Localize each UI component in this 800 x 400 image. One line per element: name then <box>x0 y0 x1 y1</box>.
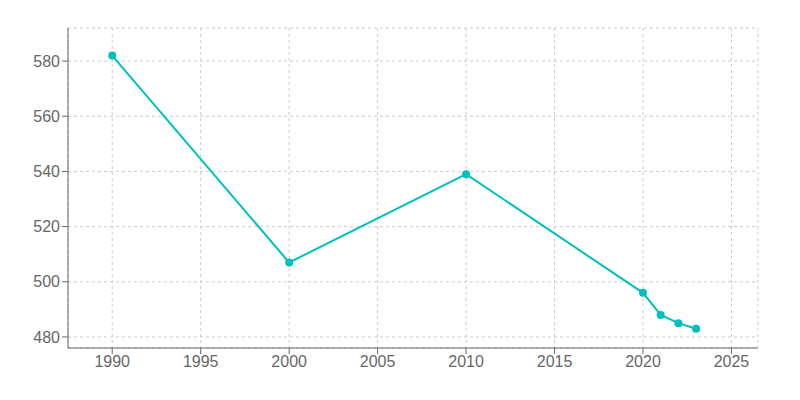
svg-text:580: 580 <box>33 53 60 70</box>
svg-text:560: 560 <box>33 108 60 125</box>
svg-text:2025: 2025 <box>714 353 750 370</box>
svg-text:1995: 1995 <box>183 353 219 370</box>
svg-text:2015: 2015 <box>537 353 573 370</box>
svg-text:2020: 2020 <box>625 353 661 370</box>
svg-text:480: 480 <box>33 329 60 346</box>
svg-text:540: 540 <box>33 163 60 180</box>
svg-text:2000: 2000 <box>271 353 307 370</box>
svg-text:500: 500 <box>33 273 60 290</box>
svg-text:1990: 1990 <box>94 353 130 370</box>
svg-text:2010: 2010 <box>448 353 484 370</box>
svg-text:2005: 2005 <box>360 353 396 370</box>
svg-text:520: 520 <box>33 218 60 235</box>
